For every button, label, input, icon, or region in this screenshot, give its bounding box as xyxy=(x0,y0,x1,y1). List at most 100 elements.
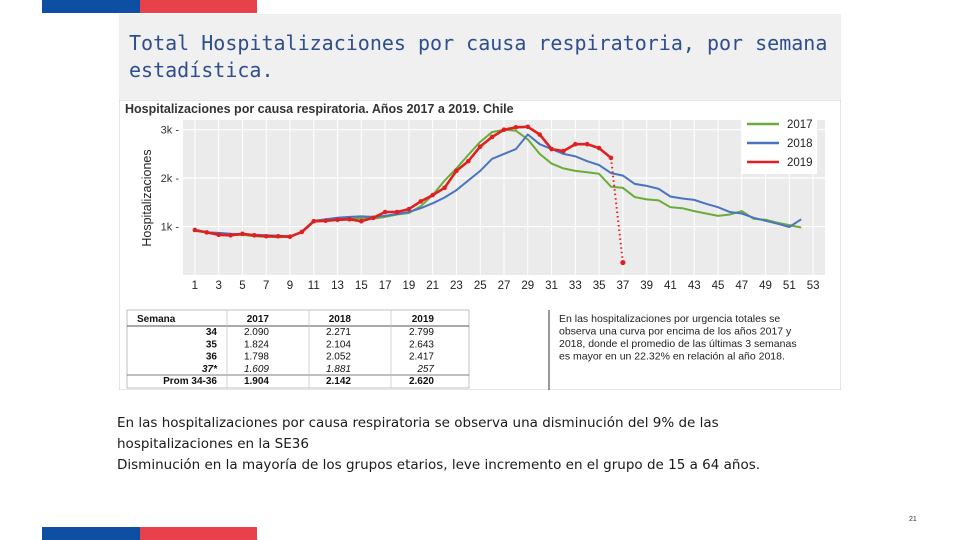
data-point-2019 xyxy=(596,145,602,151)
table-cell: 1.904 xyxy=(244,376,269,387)
table-row-label: 36 xyxy=(206,352,218,363)
table-header-cell: 2019 xyxy=(412,314,435,325)
data-point-2019 xyxy=(275,233,281,239)
data-point-2019 xyxy=(394,209,400,215)
x-tick-label: 1 xyxy=(192,280,198,292)
table-header-cell: 2017 xyxy=(247,314,270,325)
data-point-2019 xyxy=(477,144,483,149)
annotation-line: es mayor en un 22.32% en relación al año… xyxy=(559,351,785,363)
x-tick-label: 7 xyxy=(263,280,269,292)
table-cell: 2.090 xyxy=(244,327,269,338)
body-paragraph-1: En las hospitalizaciones por causa respi… xyxy=(117,415,719,452)
x-tick-label: 45 xyxy=(712,280,725,292)
data-point-2019 xyxy=(620,259,626,266)
legend-entries: 2017 2018 2019 xyxy=(747,119,813,169)
data-point-2019 xyxy=(537,132,542,137)
annotation-line: En las hospitalizaciones por urgencia to… xyxy=(559,313,780,325)
brand-bar-blue-top xyxy=(42,0,140,13)
data-point-2019 xyxy=(287,234,293,240)
y-axis-label: Hospitalizaciones xyxy=(140,149,154,246)
table-row-label: Prom 34-36 xyxy=(163,376,217,387)
data-point-2019 xyxy=(299,229,305,235)
data-point-2019 xyxy=(192,227,198,233)
x-tick-label: 31 xyxy=(545,280,558,292)
data-point-2019 xyxy=(216,232,221,238)
x-tick-label: 11 xyxy=(308,280,320,292)
x-tick-label: 23 xyxy=(450,280,463,292)
data-point-2019 xyxy=(573,141,578,147)
data-point-2019 xyxy=(406,206,412,212)
data-point-2019 xyxy=(489,134,495,140)
table-cell: 1.609 xyxy=(244,364,269,375)
data-point-2019 xyxy=(370,215,376,221)
y-tick-label: 1k - xyxy=(161,222,180,234)
table-header-cell: 2018 xyxy=(329,314,352,325)
table-cell: 2.052 xyxy=(326,352,351,363)
body-paragraph-2: Disminución en la mayoría de los grupos … xyxy=(117,457,761,473)
series-group xyxy=(192,124,802,266)
table-cell: 2.620 xyxy=(409,376,434,387)
x-tick-label: 17 xyxy=(379,280,392,292)
page-number: 21 xyxy=(909,516,917,523)
data-point-2019 xyxy=(382,209,388,215)
data-point-2019 xyxy=(323,218,328,224)
axis-labels: 1k -2k -3k -1 3 5 7 9 11 13 15 17 19 21 23 25 27 29 31 3… xyxy=(161,125,820,292)
x-tick-label: 21 xyxy=(426,280,439,292)
data-point-2019 xyxy=(454,168,459,174)
slide-title: Total Hospitalizaciones por causa respir… xyxy=(129,31,828,82)
table-row-label: 35 xyxy=(206,339,218,350)
x-tick-label: 27 xyxy=(498,280,511,292)
table-cell: 2.799 xyxy=(409,327,434,338)
table-header-cell: Semana xyxy=(137,314,176,325)
data-point-2019 xyxy=(418,199,424,204)
table-cell: 2.142 xyxy=(326,376,351,387)
legend-label-2018: 2018 xyxy=(787,138,813,150)
data-point-2019 xyxy=(561,148,566,154)
annotation-line: observa una curva por encima de los años… xyxy=(559,326,792,338)
data-table: Semana 2017 2018 2019 34 2.090 2.271 2.799 35 1.8… xyxy=(126,309,470,389)
x-tick-label: 33 xyxy=(569,280,582,292)
brand-bar-red-bottom xyxy=(140,527,257,540)
chart-title: Hospitalizaciones por causa respiratoria… xyxy=(125,102,514,116)
table-cell: 257 xyxy=(416,364,434,375)
x-tick-label: 13 xyxy=(331,280,344,292)
legend-label-2019: 2019 xyxy=(787,157,813,169)
data-point-2019 xyxy=(442,185,447,191)
data-point-2019 xyxy=(513,124,519,130)
table-cell: 2.104 xyxy=(326,339,351,350)
x-tick-label: 43 xyxy=(688,280,701,292)
table-cell: 2.271 xyxy=(326,327,351,338)
x-tick-label: 37 xyxy=(616,280,629,292)
table-cell: 1.881 xyxy=(326,364,351,375)
table-row-label: 34 xyxy=(206,327,218,338)
x-tick-label: 9 xyxy=(287,280,293,292)
legend: 2017 2018 2019 xyxy=(741,114,817,174)
data-point-2019 xyxy=(204,230,210,235)
data-point-2019 xyxy=(584,141,590,147)
y-tick-label: 2k - xyxy=(161,173,180,185)
data-point-2019 xyxy=(525,124,531,130)
table-cell: 1.798 xyxy=(244,352,269,363)
data-point-2019 xyxy=(335,217,340,223)
data-point-2019 xyxy=(466,158,471,164)
x-tick-label: 39 xyxy=(640,280,653,292)
x-tick-label: 49 xyxy=(759,280,772,292)
legend-label-2017: 2017 xyxy=(787,119,813,131)
table-cell: 1.824 xyxy=(244,339,269,350)
table-cell: 2.417 xyxy=(409,352,434,363)
chart-figure: Hospitalizaciones por causa respiratoria… xyxy=(118,99,842,391)
x-tick-label: 51 xyxy=(783,280,796,292)
x-tick-label: 41 xyxy=(664,280,677,292)
x-tick-label: 47 xyxy=(735,280,748,292)
slide-title-box: Total Hospitalizaciones por causa respir… xyxy=(119,14,841,100)
data-point-2019 xyxy=(347,216,352,222)
x-tick-label: 25 xyxy=(474,280,487,292)
data-point-2019 xyxy=(240,231,245,237)
x-tick-label: 15 xyxy=(355,280,368,292)
x-tick-label: 35 xyxy=(593,280,606,292)
body-text: En las hospitalizaciones por causa respi… xyxy=(117,413,837,476)
data-point-2019 xyxy=(359,218,364,224)
x-tick-label: 53 xyxy=(807,280,820,292)
brand-bar-red-top xyxy=(140,0,257,13)
chart-svg: Hospitalizaciones por causa respiratoria… xyxy=(118,99,842,391)
